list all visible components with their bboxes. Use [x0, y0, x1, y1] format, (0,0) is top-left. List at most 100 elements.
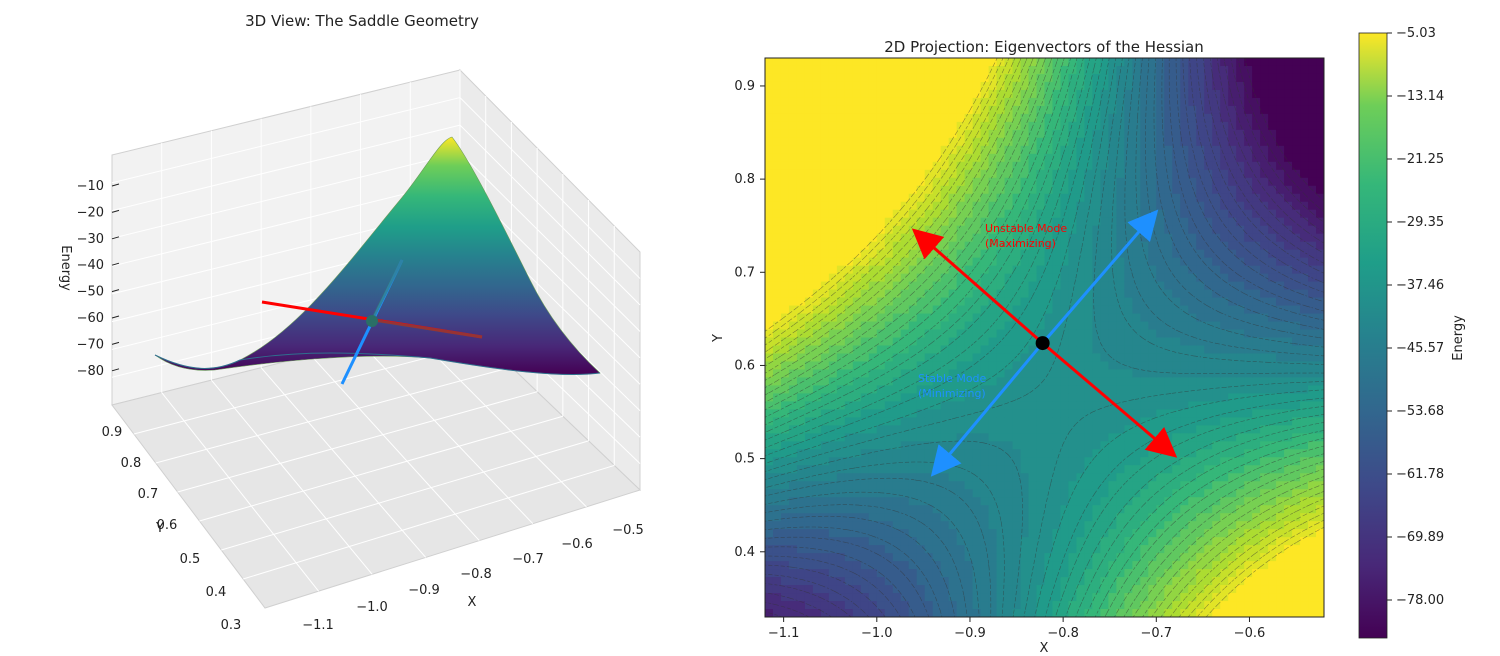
contour-cell: [908, 561, 918, 570]
contour-cell: [820, 201, 830, 211]
contour-cell: [1084, 58, 1094, 67]
contour-cell: [788, 169, 798, 179]
contour-cell: [780, 209, 790, 219]
contour-cell: [1076, 457, 1086, 466]
contour-cell: [980, 313, 990, 323]
contour-cell: [1300, 377, 1309, 387]
contour-cell: [788, 97, 798, 107]
contour-cell: [1156, 321, 1165, 331]
contour-cell: [908, 353, 918, 363]
contour-cell: [1116, 337, 1125, 347]
contour-cell: [908, 537, 918, 546]
contour-cell: [932, 169, 942, 179]
contour-cell: [988, 481, 998, 490]
contour-cell: [860, 465, 870, 474]
contour-cell: [765, 489, 774, 498]
contour-cell: [1292, 137, 1301, 147]
contour-cell: [1244, 257, 1253, 267]
contour-cell: [1180, 385, 1189, 394]
contour-cell: [844, 393, 854, 402]
contour-cell: [1172, 433, 1181, 442]
contour-cell: [1316, 521, 1324, 530]
contour-cell: [1100, 465, 1109, 474]
contour-cell: [1116, 273, 1125, 283]
contour-cell: [1276, 433, 1285, 442]
contour-cell: [1060, 137, 1070, 147]
contour-cell: [956, 113, 966, 123]
contour-cell: [1092, 513, 1101, 522]
contour-cell: [812, 425, 822, 434]
contour-cell: [1132, 153, 1141, 163]
contour-cell: [1012, 265, 1022, 275]
contour-cell: [1076, 113, 1086, 123]
contour-cell: [1028, 337, 1038, 347]
contour-cell: [772, 129, 782, 139]
contour-cell: [1124, 97, 1133, 107]
contour-cell: [780, 513, 790, 522]
contour-cell: [964, 289, 974, 299]
contour-cell: [1244, 577, 1253, 586]
contour-cell: [1084, 561, 1094, 570]
contour-cell: [1308, 225, 1317, 235]
contour-cell: [1276, 417, 1285, 426]
contour-cell: [1044, 193, 1054, 203]
contour-cell: [932, 153, 942, 163]
contour-cell: [1084, 569, 1094, 578]
contour-cell: [1156, 529, 1165, 538]
contour-cell: [1300, 241, 1309, 251]
contour-cell: [1172, 233, 1181, 243]
contour-cell: [1004, 177, 1014, 187]
contour-cell: [1316, 433, 1324, 442]
contour-cell: [892, 545, 902, 554]
contour-cell: [796, 433, 806, 442]
contour-cell: [1164, 193, 1173, 203]
contour-cell: [1308, 129, 1317, 139]
contour-cell: [1012, 489, 1022, 498]
contour-cell: [1100, 609, 1109, 617]
contour-cell: [828, 345, 838, 355]
contour-cell: [1276, 593, 1285, 602]
contour-cell: [996, 297, 1006, 307]
contour-cell: [1212, 209, 1221, 219]
contour-cell: [892, 329, 902, 339]
contour-cell: [788, 297, 798, 307]
contour-cell: [1300, 297, 1309, 307]
contour-cell: [972, 329, 982, 339]
contour-cell: [1204, 473, 1213, 482]
contour-cell: [772, 433, 782, 442]
contour-cell: [1132, 473, 1141, 482]
contour-cell: [1124, 257, 1133, 267]
contour-cell: [1108, 185, 1117, 195]
contour-cell: [884, 465, 894, 474]
contour-cell: [1196, 193, 1205, 203]
contour-cell: [1316, 313, 1324, 323]
contour-cell: [1236, 185, 1245, 195]
contour-cell: [1220, 97, 1229, 107]
contour-cell: [1316, 609, 1324, 617]
contour-cell: [772, 265, 782, 275]
contour-cell: [772, 329, 782, 339]
contour-cell: [1292, 377, 1301, 387]
contour-cell: [1220, 417, 1229, 426]
contour-cell: [900, 329, 910, 339]
contour-cell: [884, 361, 894, 371]
contour-cell: [1164, 105, 1173, 115]
contour-cell: [1236, 233, 1245, 243]
contour-cell: [908, 297, 918, 307]
contour-cell: [1236, 457, 1245, 466]
contour-cell: [780, 58, 790, 67]
contour-cell: [956, 153, 966, 163]
contour-cell: [924, 105, 934, 115]
contour-cell: [1068, 89, 1078, 99]
contour-cell: [852, 377, 862, 387]
contour-cell: [1308, 257, 1317, 267]
contour-cell: [1292, 65, 1301, 75]
contour-cell: [1028, 58, 1038, 67]
contour-cell: [1284, 153, 1293, 163]
contour-cell: [892, 241, 902, 251]
contour-cell: [860, 225, 870, 235]
contour-cell: [1044, 585, 1054, 594]
contour-cell: [1292, 449, 1301, 458]
contour-cell: [1004, 201, 1014, 211]
contour-cell: [1012, 281, 1022, 291]
